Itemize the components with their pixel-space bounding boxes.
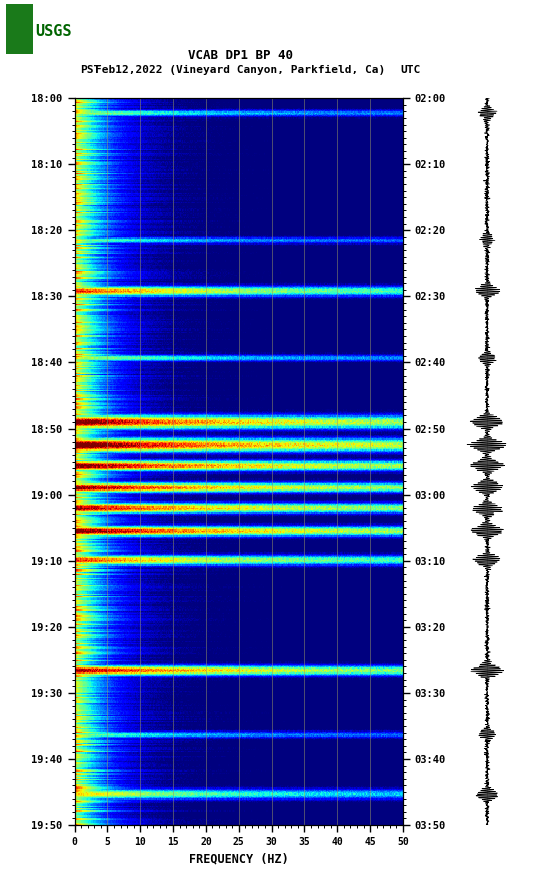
Text: VCAB DP1 BP 40: VCAB DP1 BP 40: [188, 49, 293, 62]
Polygon shape: [6, 4, 33, 54]
Text: USGS: USGS: [35, 24, 71, 39]
Text: UTC: UTC: [400, 65, 421, 75]
X-axis label: FREQUENCY (HZ): FREQUENCY (HZ): [189, 853, 289, 865]
Text: Feb12,2022 (Vineyard Canyon, Parkfield, Ca): Feb12,2022 (Vineyard Canyon, Parkfield, …: [95, 65, 385, 75]
Text: PST: PST: [80, 65, 100, 75]
